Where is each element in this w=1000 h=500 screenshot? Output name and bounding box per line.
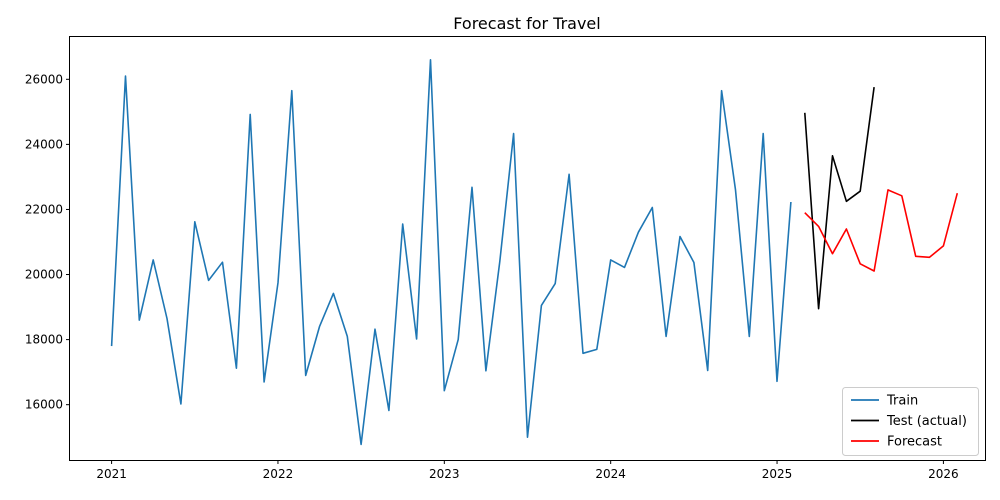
x-tick-label: 2026 bbox=[928, 467, 959, 481]
x-tick-label: 2024 bbox=[595, 467, 626, 481]
series-line-train bbox=[112, 60, 791, 445]
x-axis: 2021 2022 2023 2024 2025 2026 bbox=[96, 460, 958, 481]
series-line-test-actual bbox=[805, 87, 874, 309]
x-tick-label: 2022 bbox=[263, 467, 294, 481]
x-tick-label: 2021 bbox=[96, 467, 127, 481]
series-layer bbox=[112, 60, 958, 445]
x-tick-label: 2025 bbox=[762, 467, 793, 481]
y-tick-label: 16000 bbox=[25, 398, 63, 412]
legend: Train Test (actual) Forecast bbox=[843, 388, 979, 456]
y-tick-label: 24000 bbox=[25, 137, 63, 151]
y-tick-label: 20000 bbox=[25, 268, 63, 282]
chart-title: Forecast for Travel bbox=[453, 14, 600, 33]
y-tick-label: 18000 bbox=[25, 333, 63, 347]
y-axis: 16000 18000 20000 22000 24000 26000 bbox=[25, 72, 70, 411]
legend-label-train: Train bbox=[886, 394, 918, 409]
y-tick-label: 22000 bbox=[25, 202, 63, 216]
legend-label-forecast: Forecast bbox=[887, 435, 942, 450]
legend-label-test-actual: Test (actual) bbox=[886, 414, 967, 429]
y-tick-label: 26000 bbox=[25, 72, 63, 86]
x-tick-label: 2023 bbox=[429, 467, 460, 481]
